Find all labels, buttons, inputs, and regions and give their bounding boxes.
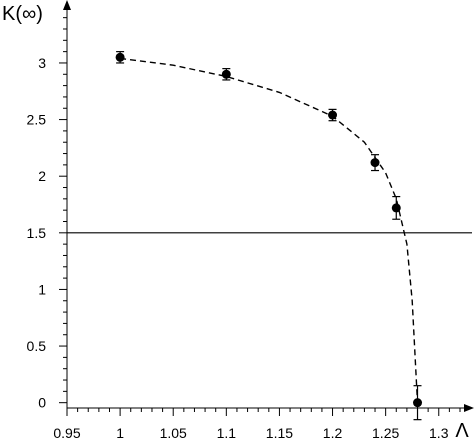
y-axis-title: K(∞) [2, 3, 43, 25]
y-tick-label: 2.5 [27, 112, 47, 128]
x-tick-label: 0.95 [53, 425, 80, 440]
data-point [115, 52, 125, 62]
x-tick-label: 1.25 [372, 425, 399, 440]
x-axis-title: Λ [455, 420, 469, 440]
y-tick-label: 0 [38, 395, 46, 411]
plot-area: 0.95 1 1.05 1.1 1.15 1.2 1.25 1.3 0 0.5 1 1.5 2 2.5 3 [27, 0, 474, 440]
data-point [391, 203, 401, 213]
data-point [328, 110, 338, 120]
fit-curve [120, 57, 419, 403]
x-tick-label: 1 [116, 425, 124, 440]
axis-ticks: 0.95 1 1.05 1.1 1.15 1.2 1.25 1.3 0 0.5 1 1.5 2 2.5 3 [27, 17, 461, 440]
x-axis-arrowhead [464, 404, 474, 412]
y-axis-arrowhead [63, 0, 71, 10]
y-tick-label: 1 [38, 281, 46, 297]
data-point [221, 69, 231, 79]
y-tick-label: 3 [38, 55, 46, 71]
x-tick-label: 1.05 [160, 425, 187, 440]
x-tick-label: 1.1 [217, 425, 237, 440]
data-point [370, 158, 380, 168]
y-tick-label: 2 [38, 168, 46, 184]
y-tick-label: 1.5 [27, 225, 47, 241]
data-series [115, 51, 423, 421]
y-tick-label: 0.5 [27, 338, 47, 354]
x-tick-label: 1.15 [266, 425, 293, 440]
x-tick-label: 1.2 [323, 425, 343, 440]
data-point [413, 398, 423, 408]
x-tick-label: 1.3 [429, 425, 449, 440]
